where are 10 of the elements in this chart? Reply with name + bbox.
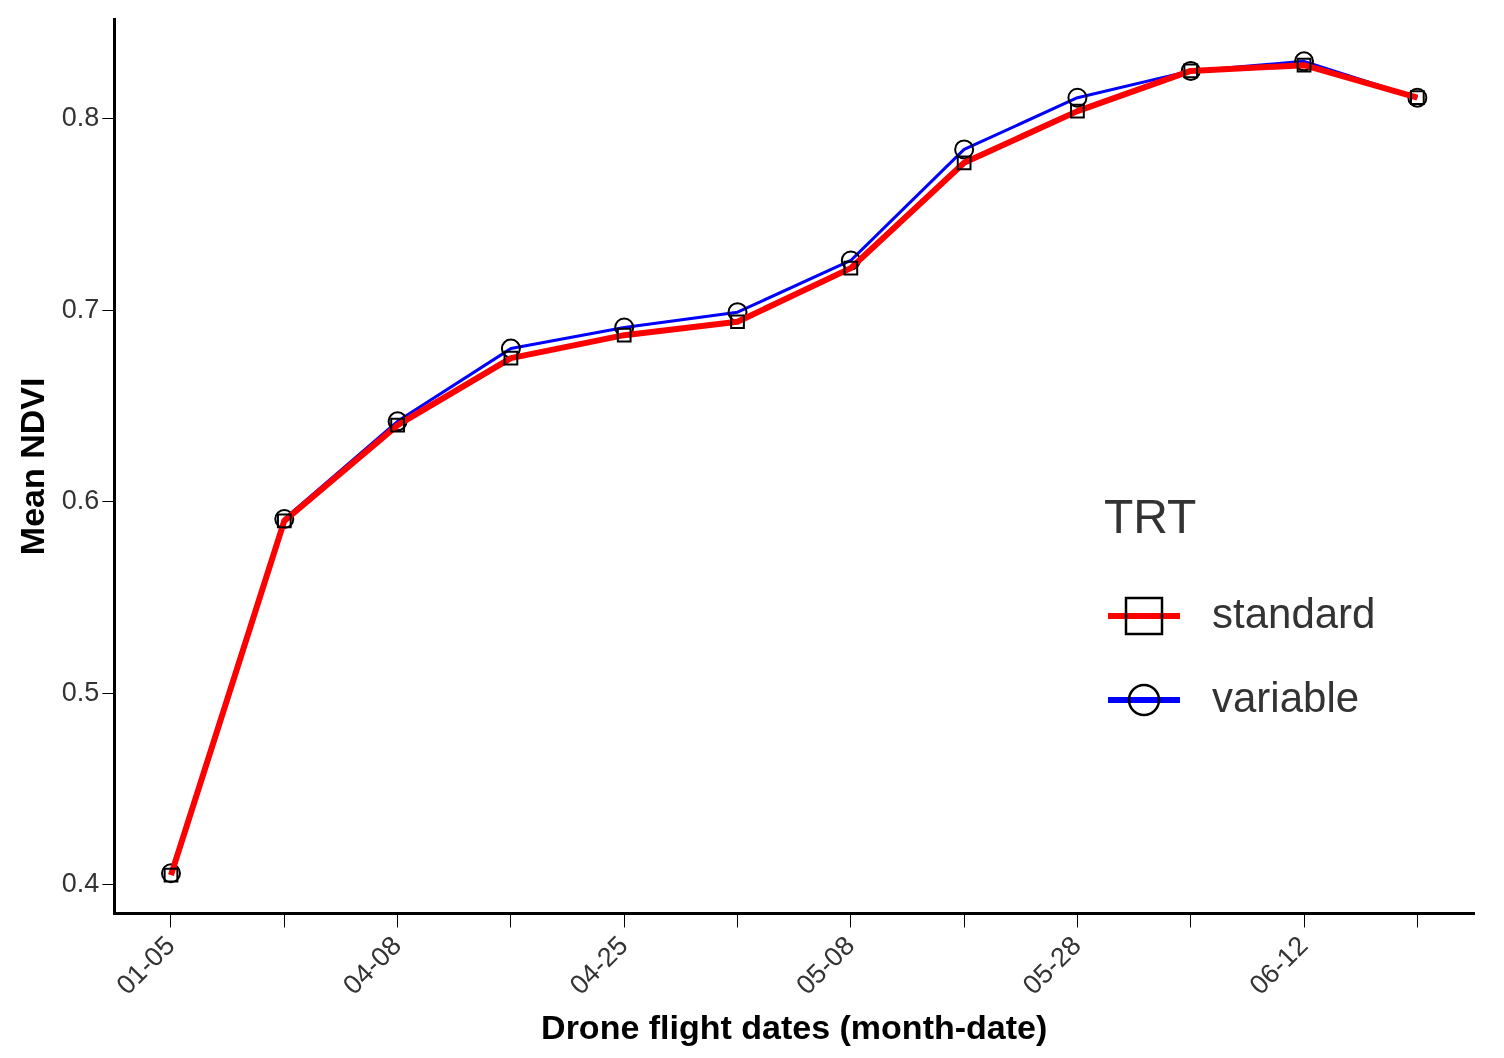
y-axis-title: Mean NDVI	[12, 377, 51, 556]
x-axis-title: Drone flight dates (month-date)	[541, 1007, 1048, 1046]
y-tick-label: 0.6	[61, 485, 100, 516]
y-tick-label: 0.5	[61, 676, 100, 707]
legend-label: variable	[1212, 673, 1360, 721]
y-tick-label: 0.8	[61, 102, 100, 133]
y-tick-label: 0.7	[61, 293, 100, 324]
legend-title: TRT	[1104, 490, 1197, 544]
y-tick-label: 0.4	[61, 868, 100, 899]
legend-label: standard	[1212, 589, 1376, 637]
